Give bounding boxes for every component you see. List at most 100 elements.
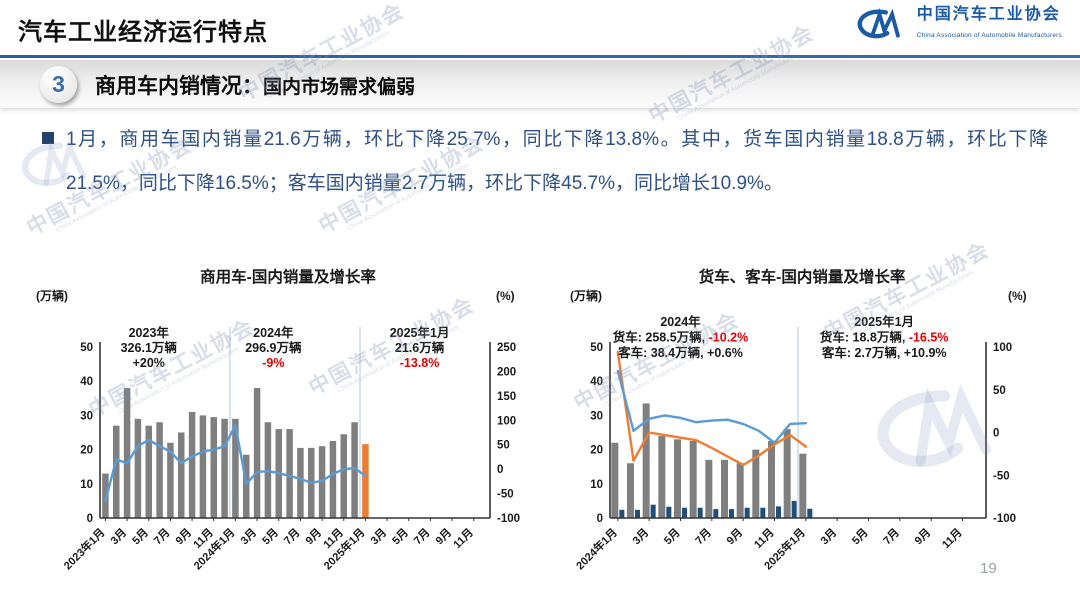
svg-text:-100: -100: [497, 513, 520, 525]
svg-text:客车: 38.4万辆, +0.6%: 客车: 38.4万辆, +0.6%: [617, 345, 743, 360]
svg-text:7月: 7月: [693, 526, 714, 547]
svg-text:326.1万辆: 326.1万辆: [121, 340, 178, 355]
svg-text:5月: 5月: [390, 526, 411, 547]
section-banner: [0, 60, 1080, 108]
svg-text:2024年: 2024年: [253, 325, 294, 340]
svg-text:2024年: 2024年: [660, 314, 701, 329]
svg-text:客车: 2.7万辆, +10.9%: 客车: 2.7万辆, +10.9%: [821, 345, 947, 360]
section-heading: 商用车内销情况：国内市场需求偏弱: [95, 70, 415, 100]
right-axis-unit: (%): [496, 289, 515, 303]
svg-text:3月: 3月: [238, 526, 259, 547]
svg-text:5月: 5月: [130, 526, 151, 547]
title-divider: [0, 55, 1080, 58]
section-subtitle: 国内市场需求偏弱: [263, 77, 416, 98]
svg-text:0: 0: [497, 464, 503, 476]
svg-text:3月: 3月: [818, 526, 839, 547]
summary-bullet: 1月，商用车国内销量21.6万辆，环比下降25.7%，同比下降13.8%。其中，…: [42, 118, 1048, 206]
svg-text:50: 50: [590, 342, 603, 354]
svg-text:-13.8%: -13.8%: [400, 356, 440, 370]
svg-text:3月: 3月: [630, 526, 651, 547]
svg-text:40: 40: [80, 376, 93, 388]
svg-text:10: 10: [80, 479, 93, 491]
svg-text:20: 20: [590, 445, 603, 457]
svg-text:货车: 258.5万辆, -10.2%: 货车: 258.5万辆, -10.2%: [613, 330, 748, 345]
right-axis-unit: (%): [1008, 289, 1027, 303]
svg-text:3月: 3月: [368, 526, 389, 547]
svg-text:2023年1月: 2023年1月: [60, 525, 107, 572]
svg-text:0: 0: [597, 513, 603, 525]
svg-text:50: 50: [80, 342, 93, 354]
growth-lines: [616, 350, 808, 467]
svg-text:+20%: +20%: [133, 356, 165, 370]
svg-text:150: 150: [497, 391, 516, 403]
svg-text:2025年1月: 2025年1月: [390, 325, 450, 340]
year-separators: [229, 327, 361, 518]
svg-text:296.9万辆: 296.9万辆: [245, 340, 302, 355]
svg-text:7月: 7月: [151, 526, 172, 547]
svg-text:货车: 18.8万辆, -16.5%: 货车: 18.8万辆, -16.5%: [820, 330, 949, 345]
svg-text:100: 100: [497, 415, 516, 427]
section-number-badge: 3: [40, 66, 77, 103]
svg-text:7月: 7月: [411, 526, 432, 547]
svg-text:5月: 5月: [260, 526, 281, 547]
page-number: 19: [980, 560, 997, 577]
svg-text:-100: -100: [993, 513, 1016, 525]
section-title: 商用车内销情况：: [95, 75, 263, 98]
svg-text:11月: 11月: [751, 526, 776, 551]
svg-text:30: 30: [590, 410, 603, 422]
svg-text:0: 0: [87, 513, 93, 525]
svg-text:21.6万辆: 21.6万辆: [395, 340, 445, 355]
svg-text:5月: 5月: [661, 526, 682, 547]
bullet-square-icon: [42, 132, 54, 144]
truck-bus-sales-chart: 货车、客车-国内销量及增长率 (万辆) (%) 50 40 30 20 10 0 100 50 0 -5…: [550, 262, 1076, 596]
svg-text:50: 50: [497, 440, 510, 452]
cm-glyph: [857, 7, 900, 39]
cm-logo-icon: [851, 7, 909, 41]
growth-lines: [104, 423, 367, 503]
svg-text:7月: 7月: [281, 526, 302, 547]
bars: [102, 388, 369, 518]
svg-text:3月: 3月: [108, 526, 129, 547]
svg-text:2023年: 2023年: [129, 325, 170, 340]
logo-org-name-en: China Association of Automobile Manufact…: [916, 32, 1062, 39]
svg-text:9月: 9月: [433, 526, 454, 547]
svg-text:7月: 7月: [881, 526, 902, 547]
left-axis-unit: (万辆): [36, 288, 68, 303]
svg-text:9月: 9月: [724, 526, 745, 547]
bars: [611, 403, 813, 518]
svg-text:9月: 9月: [173, 526, 194, 547]
summary-text: 1月，商用车国内销量21.6万辆，环比下降25.7%，同比下降13.8%。其中，…: [66, 129, 1048, 194]
chart-title: 货车、客车-国内销量及增长率: [699, 267, 906, 286]
svg-text:50: 50: [993, 385, 1006, 397]
svg-text:2024年1月: 2024年1月: [573, 525, 620, 572]
svg-text:11月: 11月: [939, 526, 964, 551]
svg-text:-50: -50: [497, 489, 514, 501]
svg-text:9月: 9月: [303, 526, 324, 547]
svg-text:11月: 11月: [451, 526, 476, 551]
page-title: 汽车工业经济运行特点: [18, 19, 268, 46]
svg-text:0: 0: [993, 428, 999, 440]
svg-text:250: 250: [497, 342, 516, 354]
svg-text:9月: 9月: [912, 526, 933, 547]
svg-text:-9%: -9%: [262, 356, 284, 370]
left-axis-unit: (万辆): [570, 288, 602, 303]
commercial-vehicle-sales-chart: 商用车-国内销量及增长率 (万辆) (%) 50 40 30 20 10 0 250 200 150 1…: [28, 262, 543, 596]
caam-logo: 中国汽车工业协会 China Association of Automobile…: [851, 6, 1062, 42]
svg-text:40: 40: [590, 376, 603, 388]
svg-text:30: 30: [80, 410, 93, 422]
svg-text:10: 10: [590, 479, 603, 491]
chart-svg-commercial-vehicle: 商用车-国内销量及增长率(万辆) (%)504030201002502001501…: [36, 267, 520, 572]
svg-text:5月: 5月: [849, 526, 870, 547]
svg-text:-50: -50: [993, 470, 1010, 482]
svg-text:20: 20: [80, 445, 93, 457]
svg-text:200: 200: [497, 366, 516, 378]
svg-text:2025年1月: 2025年1月: [854, 314, 914, 329]
chart-svg-truck-bus: 货车、客车-国内销量及增长率(万辆) (%)50403020100100500-5…: [570, 267, 1027, 572]
svg-text:100: 100: [993, 342, 1012, 354]
